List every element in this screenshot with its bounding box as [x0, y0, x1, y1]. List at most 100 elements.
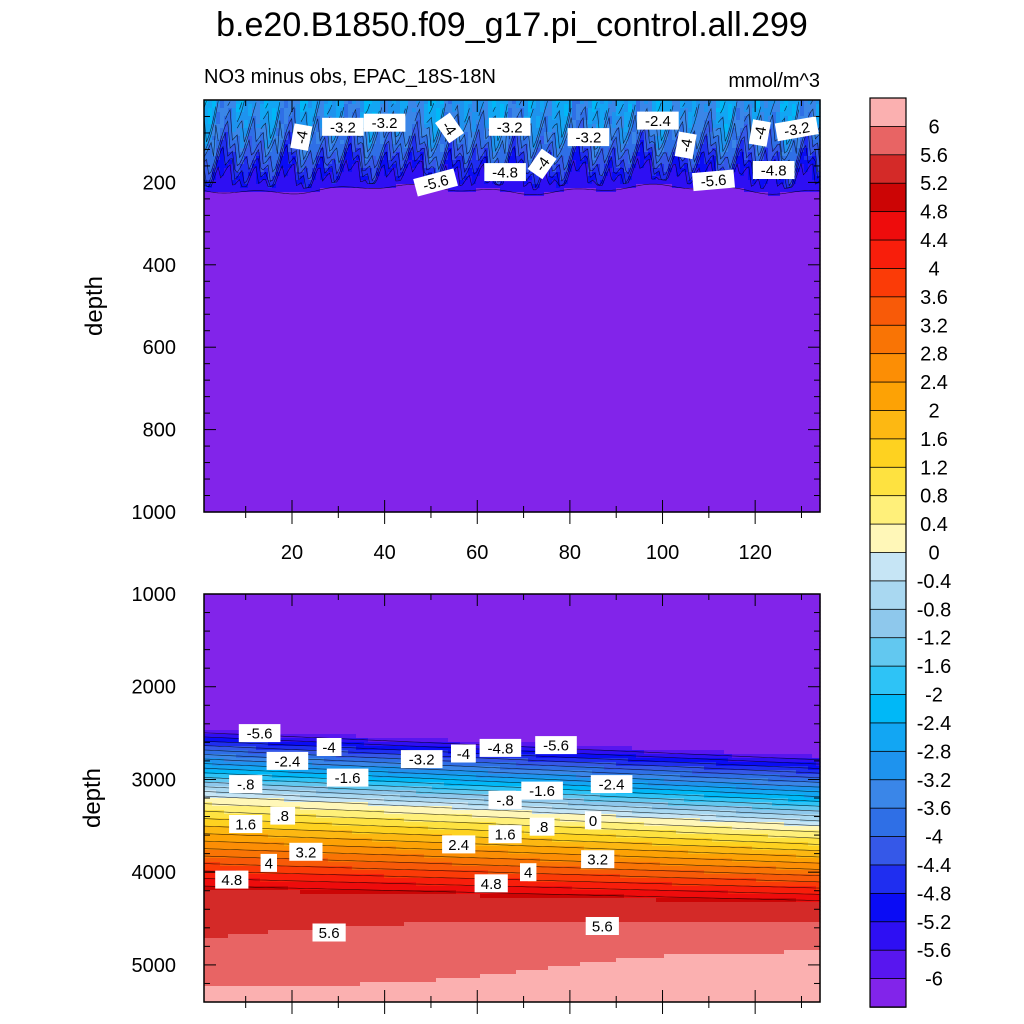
- contour-cell: [500, 148, 505, 153]
- contour-cell: [816, 112, 821, 117]
- contour-cell: [204, 838, 373, 843]
- contour-cell: [524, 156, 529, 161]
- contour-cell: [296, 180, 305, 185]
- contour-cell: [472, 108, 477, 113]
- contour-cell: [272, 140, 277, 145]
- contour-cell: [204, 260, 821, 265]
- contour-cell: [732, 128, 737, 133]
- contour-cell: [204, 332, 821, 337]
- contour-cell: [204, 666, 821, 671]
- contour-cell: [232, 786, 329, 791]
- contour-cell: [244, 160, 249, 165]
- contour-cell: [604, 176, 613, 181]
- contour-cell: [612, 172, 625, 177]
- contour-cell: [708, 116, 713, 121]
- contour-cell: [752, 782, 821, 787]
- contour-cell: [688, 172, 693, 177]
- contour-cell: [268, 172, 277, 177]
- contour-cell: [616, 152, 625, 157]
- contour-cell: [636, 144, 641, 149]
- contour-cell: [652, 160, 657, 165]
- contour-cell: [416, 790, 517, 795]
- contour-cell: [612, 100, 617, 105]
- contour-cell: [600, 108, 609, 113]
- contour-cell: [672, 168, 677, 173]
- contour-cell: [552, 164, 557, 169]
- contour-cell: [384, 156, 389, 161]
- contour-cell: [548, 128, 553, 133]
- contour-cell: [308, 184, 313, 189]
- contour-cell: [452, 148, 465, 153]
- contour-cell: [360, 160, 365, 165]
- contour-cell: [404, 172, 425, 177]
- contour-cell: [468, 164, 481, 169]
- contour-cell: [204, 946, 821, 951]
- contour-cell: [204, 862, 221, 867]
- contour-cell: [476, 128, 485, 133]
- contour-cell: [772, 156, 781, 161]
- contour-label-text: -4.8: [761, 163, 787, 180]
- contour-cell: [668, 172, 677, 177]
- contour-cell: [556, 168, 561, 173]
- contour-cell: [748, 168, 753, 173]
- contour-cell: [208, 148, 213, 153]
- contour-cell: [780, 104, 789, 109]
- contour-cell: [212, 136, 217, 141]
- contour-cell: [744, 172, 749, 177]
- contour-cell: [524, 108, 529, 113]
- contour-cell: [624, 172, 633, 177]
- contour-cell: [368, 104, 381, 109]
- contour-cell: [396, 100, 401, 105]
- contour-cell: [728, 132, 733, 137]
- contour-cell: [204, 986, 821, 991]
- contour-cell: [632, 128, 637, 133]
- contour-cell: [224, 152, 237, 157]
- contour-cell: [352, 152, 361, 157]
- contour-cell: [740, 108, 745, 113]
- contour-cell: [776, 100, 781, 105]
- contour-cell: [684, 104, 693, 109]
- contour-cell: [596, 108, 601, 113]
- contour-cell: [796, 144, 801, 149]
- contour-cell: [204, 626, 821, 631]
- contour-cell: [348, 148, 353, 153]
- contour-cell: [320, 160, 325, 165]
- contour-cell: [248, 132, 257, 137]
- contour-cell: [540, 184, 557, 189]
- contour-cell: [700, 100, 709, 105]
- contour-cell: [464, 116, 469, 121]
- contour-cell: [560, 116, 569, 121]
- contour-cell: [216, 116, 221, 121]
- contour-cell: [400, 100, 409, 105]
- contour-label: -4: [290, 123, 313, 151]
- contour-cell: [500, 766, 605, 771]
- y-tick-label: 1000: [132, 584, 177, 606]
- contour-cell: [236, 870, 489, 875]
- contour-cell: [284, 112, 293, 117]
- contour-cell: [680, 128, 685, 133]
- contour-cell: [332, 152, 337, 157]
- contour-cell: [780, 112, 793, 117]
- contour-cell: [248, 104, 253, 109]
- contour-cell: [568, 124, 573, 129]
- contour-cell: [204, 874, 385, 879]
- contour-cell: [324, 758, 425, 763]
- contour-cell: [520, 104, 525, 109]
- contour-cell: [204, 404, 821, 409]
- contour-cell: [732, 156, 737, 161]
- contour-cell: [228, 140, 241, 145]
- contour-cell: [212, 100, 217, 105]
- colorbar-swatch: [869, 580, 907, 611]
- contour-cell: [712, 116, 717, 121]
- contour-cell: [720, 140, 729, 145]
- contour-cell: [744, 108, 749, 113]
- contour-cell: [520, 160, 525, 165]
- contour-cell: [636, 140, 641, 145]
- contour-cell: [808, 140, 813, 145]
- colorbar-label: -5.2: [917, 912, 951, 934]
- contour-cell: [756, 878, 821, 883]
- contour-cell: [264, 124, 269, 129]
- contour-cell: [488, 148, 493, 153]
- contour-label-box: [521, 781, 563, 800]
